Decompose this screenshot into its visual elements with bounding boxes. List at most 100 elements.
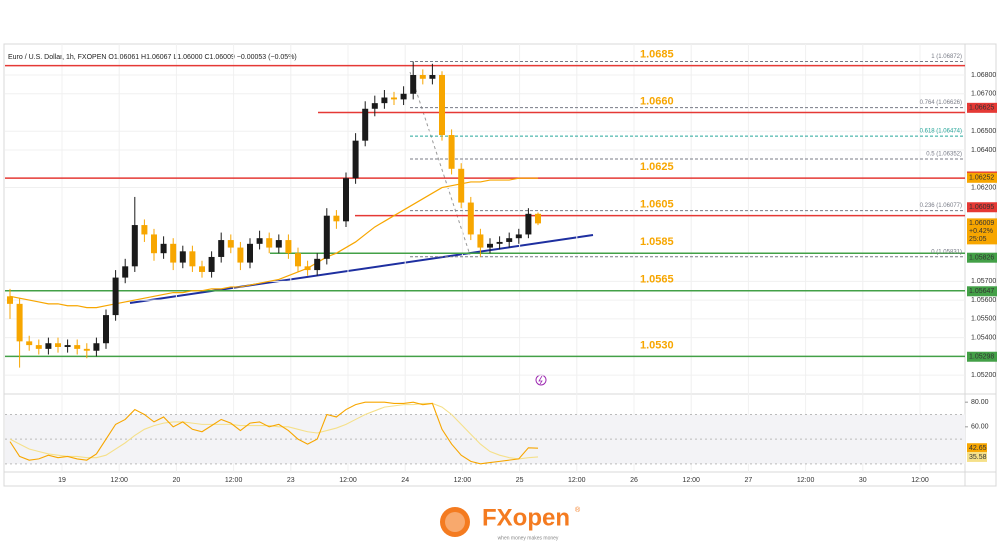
x-tick-label: 20 — [173, 477, 181, 484]
fib-label: 0.764 (1.06626) — [920, 100, 962, 106]
fib-label: 0 (1.05831) — [931, 249, 962, 255]
candle-body — [477, 234, 484, 248]
price-badge — [967, 351, 997, 362]
rsi-badge — [967, 451, 987, 462]
price-badge — [967, 202, 997, 213]
candle-body — [55, 343, 61, 347]
x-tick-label: 12:00 — [339, 477, 357, 484]
level-label: 1.0585 — [640, 236, 674, 248]
price-badge — [967, 252, 997, 263]
candle-body — [103, 315, 109, 344]
fib-label: 0.236 (1.06077) — [920, 203, 962, 209]
candle-body — [160, 243, 167, 254]
candle-body — [141, 225, 148, 235]
candle-body — [26, 341, 33, 346]
x-tick-label: 12:00 — [682, 477, 700, 484]
logo: FXopen ® when money makes money — [440, 504, 581, 541]
y-tick-label: 1.05500 — [971, 316, 996, 323]
fib-label: 0.5 (1.06352) — [926, 152, 962, 158]
candle-body — [323, 215, 330, 259]
logo-emblem-inner — [445, 512, 465, 532]
price-badge — [967, 286, 997, 297]
fib-label: 1 (1.06872) — [931, 54, 962, 60]
price-badge-label: 1.05647 — [969, 288, 994, 295]
rsi-tick-label: 60.00 — [971, 424, 989, 431]
candle-body — [7, 296, 13, 304]
x-tick-label: 25 — [516, 477, 524, 484]
x-tick-label: 12:00 — [454, 477, 472, 484]
candle-body — [515, 234, 522, 239]
candle-body — [525, 213, 532, 235]
fib-connector — [409, 71, 471, 256]
price-badge-sub: +0.42% — [969, 228, 993, 235]
candle-body — [506, 238, 513, 242]
level-label: 1.0605 — [640, 199, 674, 211]
price-badge — [967, 102, 997, 113]
level-label: 1.0530 — [640, 339, 674, 351]
price-badge — [967, 218, 997, 245]
candle-body — [314, 258, 321, 271]
x-tick-label: 12:00 — [225, 477, 243, 484]
candle-body — [487, 243, 493, 248]
x-tick-label: 12:00 — [797, 477, 815, 484]
candle-body — [208, 256, 215, 272]
x-tick-label: 27 — [745, 477, 753, 484]
x-tick-label: 30 — [859, 477, 867, 484]
candle-body — [535, 213, 541, 224]
candle-body — [458, 168, 465, 203]
candle-body — [333, 215, 340, 222]
y-tick-label: 1.05200 — [971, 372, 996, 379]
candle-body — [256, 238, 263, 244]
candle-body — [112, 277, 119, 316]
y-tick-label: 1.05400 — [971, 334, 996, 341]
logo-emblem — [440, 507, 470, 537]
y-tick-label: 1.06400 — [971, 147, 996, 154]
candle-body — [467, 202, 474, 235]
price-badge-sub: 25:05 — [969, 236, 987, 243]
level-label: 1.0685 — [640, 49, 674, 61]
rsi-line — [9, 401, 539, 465]
candle-body — [35, 345, 42, 349]
candle-body — [448, 135, 455, 169]
price-badge-label: 1.06252 — [969, 175, 994, 182]
rsi-badge — [967, 443, 987, 454]
candle-body — [410, 75, 417, 94]
candle-body — [227, 240, 234, 248]
candle-body — [266, 238, 273, 248]
rsi-line — [9, 402, 539, 460]
candle-body — [170, 243, 177, 263]
x-tick-label: 19 — [58, 477, 66, 484]
logo-text: FXopen — [482, 504, 570, 531]
candle-body — [439, 75, 445, 136]
candle-body — [131, 225, 138, 267]
candle-body — [64, 345, 71, 347]
rsi-badge-label: 42.65 — [969, 445, 987, 452]
moving-average — [9, 177, 538, 309]
rsi-badge-label: 35.58 — [969, 454, 987, 461]
x-tick-label: 24 — [401, 477, 409, 484]
candle-body — [400, 93, 407, 100]
candle-body — [371, 103, 378, 109]
price-badge-label: 1.06095 — [969, 204, 994, 211]
candle-body — [83, 348, 90, 351]
candle-body — [16, 303, 23, 342]
candle-body — [247, 243, 253, 263]
candle-body — [381, 97, 388, 104]
candle-body — [122, 266, 129, 278]
candle-body — [352, 140, 359, 179]
x-tick-label: 26 — [630, 477, 638, 484]
candle-body — [295, 253, 301, 267]
level-label: 1.0565 — [640, 274, 674, 286]
candle-body — [391, 97, 397, 100]
rsi-tick-label: 80.00 — [971, 399, 989, 406]
y-tick-label: 1.06700 — [971, 91, 996, 98]
candle-body — [275, 240, 282, 248]
logo-registered: ® — [575, 506, 581, 514]
candle-body — [496, 241, 503, 244]
price-badge-label: 1.06009 — [969, 220, 994, 227]
candle-body — [304, 266, 311, 271]
y-tick-label: 1.05600 — [971, 297, 996, 304]
y-tick-label: 1.06200 — [971, 184, 996, 191]
